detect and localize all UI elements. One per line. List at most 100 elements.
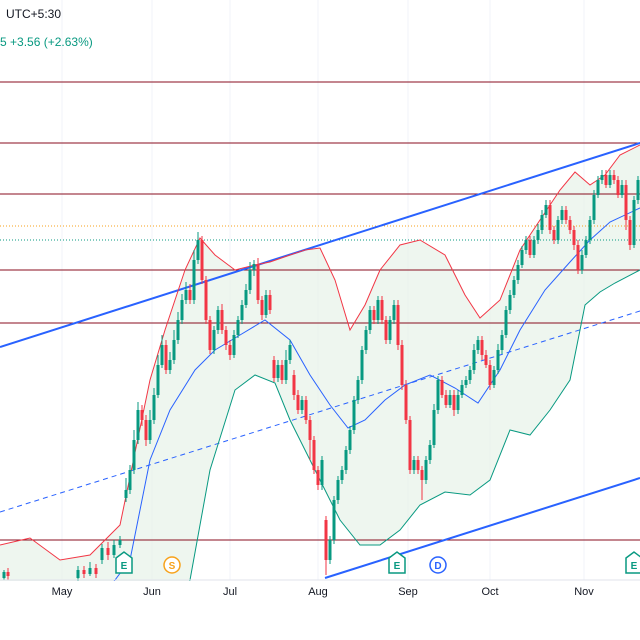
candle-body	[372, 310, 376, 320]
candle-body	[628, 220, 632, 245]
bollinger-basis-line	[0, 207, 640, 611]
candle-body	[232, 335, 236, 355]
candle-body	[212, 330, 216, 350]
candle-body	[496, 350, 500, 370]
candle-body	[524, 240, 528, 250]
candle-up	[600, 170, 604, 184]
candle-body	[94, 568, 98, 574]
candle-body	[484, 355, 488, 365]
candle-body	[296, 395, 300, 410]
candle-body	[256, 264, 260, 300]
candle-body	[244, 290, 248, 305]
dividend-event-marker[interactable]: D	[429, 556, 447, 574]
candle-body	[548, 205, 552, 230]
candle-up	[500, 330, 504, 354]
candle-body	[392, 305, 396, 320]
candle-body	[168, 360, 172, 370]
candle-down	[628, 216, 632, 250]
event-label: D	[434, 561, 441, 572]
bollinger-band-fill	[0, 145, 640, 640]
candle-body	[416, 460, 420, 470]
time-axis-label: Oct	[481, 586, 498, 598]
candle-down	[224, 326, 228, 350]
candle-up	[156, 355, 160, 398]
candle-body	[76, 570, 80, 578]
candle-up	[532, 236, 536, 258]
time-axis-labels: May Jun Jul Aug Sep Oct Nov	[52, 586, 595, 598]
candle-down	[228, 340, 232, 360]
candle-body	[412, 460, 416, 470]
candle-down	[384, 316, 388, 344]
split-marker-shape	[163, 556, 181, 574]
candle-down	[296, 390, 300, 414]
candle-down	[308, 416, 312, 460]
candle-up	[536, 224, 540, 244]
candle-up	[248, 262, 252, 294]
dividend-marker-shape	[429, 556, 447, 574]
candle-down	[204, 276, 208, 324]
candle-up	[584, 236, 588, 258]
candle-down	[576, 240, 580, 274]
candle-up	[192, 250, 196, 304]
candle-up	[436, 376, 440, 414]
candle-up	[432, 404, 436, 448]
candle-down	[82, 566, 86, 578]
candle-down	[220, 304, 224, 334]
candle-body	[332, 500, 336, 540]
candle-body	[248, 270, 252, 290]
candle-down	[552, 226, 556, 244]
candle-body	[82, 570, 86, 574]
candle-down	[568, 216, 572, 234]
earnings-event-marker[interactable]: E	[115, 551, 133, 574]
time-axis[interactable]	[0, 581, 640, 640]
candle-body	[576, 245, 580, 270]
candle-body	[316, 470, 320, 485]
candle-down	[260, 296, 264, 320]
candle-body	[388, 320, 392, 340]
candle-up	[560, 206, 564, 224]
price-change: 5 +3.56 (+2.63%)	[0, 35, 93, 49]
candle-down	[208, 316, 212, 354]
candle-body	[200, 240, 204, 280]
horizontal-levels	[0, 81, 640, 541]
time-axis-label: May	[52, 586, 73, 598]
trend-channel[interactable]	[0, 142, 640, 579]
candle-up	[152, 388, 156, 424]
earnings-event-marker[interactable]: E	[388, 551, 406, 574]
candle-down	[94, 564, 98, 578]
candle-body	[188, 290, 192, 300]
candle-down	[164, 340, 168, 374]
candle-body	[608, 175, 612, 185]
candle-up	[352, 396, 356, 434]
time-axis-label: Aug	[308, 586, 328, 598]
split-event-marker[interactable]: S	[163, 556, 181, 574]
candle-up	[2, 570, 6, 580]
candle-up	[118, 536, 122, 548]
candle-up	[348, 426, 352, 454]
timezone-label[interactable]: UTC+5:30	[6, 7, 62, 21]
candle-up	[136, 402, 140, 444]
candle-body	[118, 540, 122, 545]
candle-body	[228, 345, 232, 355]
candle-body	[252, 264, 256, 270]
candle-up	[344, 446, 348, 474]
candle-up	[496, 344, 500, 374]
candle-up	[460, 380, 464, 398]
candle-down	[416, 456, 420, 474]
candle-body	[376, 300, 380, 320]
bollinger-lower-line	[0, 269, 640, 640]
earnings-event-marker[interactable]: E	[625, 551, 640, 574]
candle-body	[460, 385, 464, 395]
candle-up	[240, 300, 244, 324]
candle-up	[520, 246, 524, 268]
candle-body	[176, 320, 180, 340]
candle-up	[180, 294, 184, 324]
candle-body	[540, 215, 544, 230]
candle-body	[124, 490, 128, 498]
candle-body	[420, 470, 424, 480]
candle-body	[476, 340, 480, 350]
candle-up	[596, 176, 600, 198]
candle-body	[428, 445, 432, 460]
